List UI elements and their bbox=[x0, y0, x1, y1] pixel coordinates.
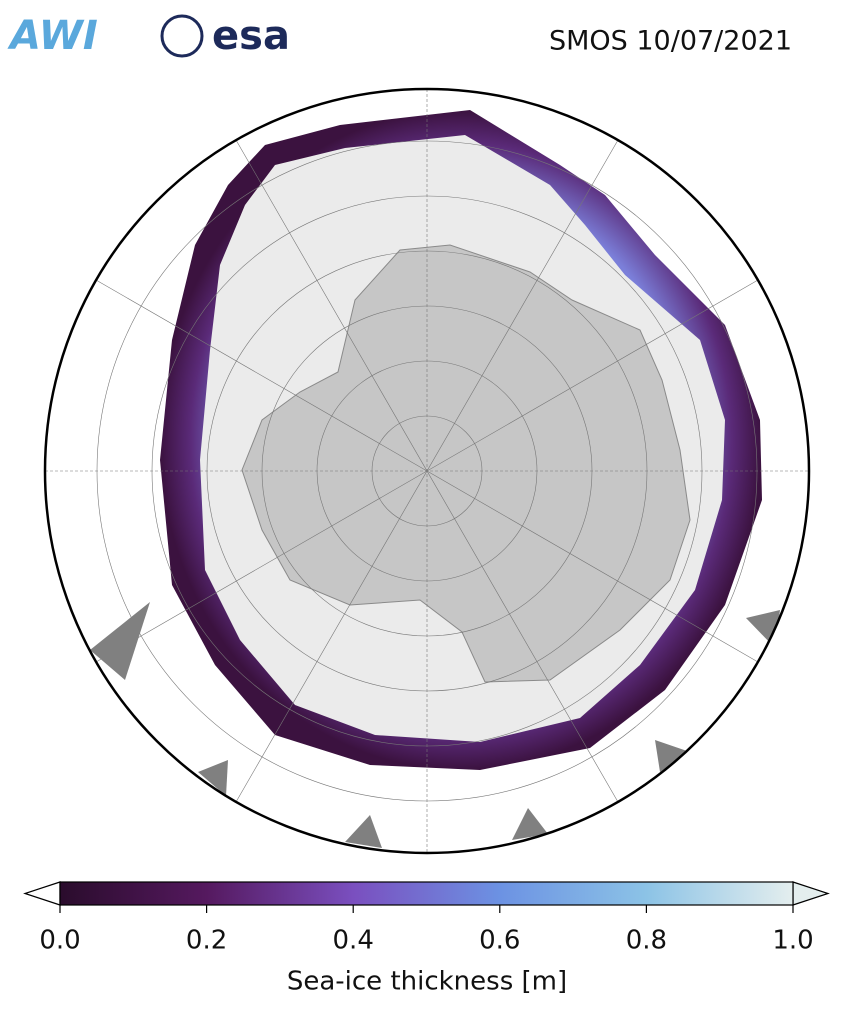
colorbar-tick-label: 0.4 bbox=[333, 926, 374, 956]
colorbar-label: Sea-ice thickness [m] bbox=[287, 967, 567, 997]
colorbar-tick-label: 0.0 bbox=[39, 926, 80, 956]
esa-logo: esa bbox=[212, 13, 290, 59]
colorbar-under bbox=[23, 881, 61, 906]
antarctica bbox=[241, 244, 691, 683]
title: SMOS 10/07/2021 bbox=[549, 26, 792, 57]
map bbox=[45, 89, 809, 853]
colorbar bbox=[59, 881, 794, 906]
colorbar-tick-label: 0.8 bbox=[626, 926, 667, 956]
colorbar-over bbox=[792, 881, 830, 906]
land-patches bbox=[90, 602, 780, 848]
colorbar-tick-label: 0.2 bbox=[186, 926, 227, 956]
graticule bbox=[45, 89, 809, 853]
esa-emblem bbox=[160, 14, 204, 58]
map-frame bbox=[43, 87, 811, 855]
awi-logo: AWI bbox=[7, 13, 98, 59]
colorbar-tick-label: 1.0 bbox=[772, 926, 813, 956]
colorbar-tick-label: 0.6 bbox=[479, 926, 520, 956]
